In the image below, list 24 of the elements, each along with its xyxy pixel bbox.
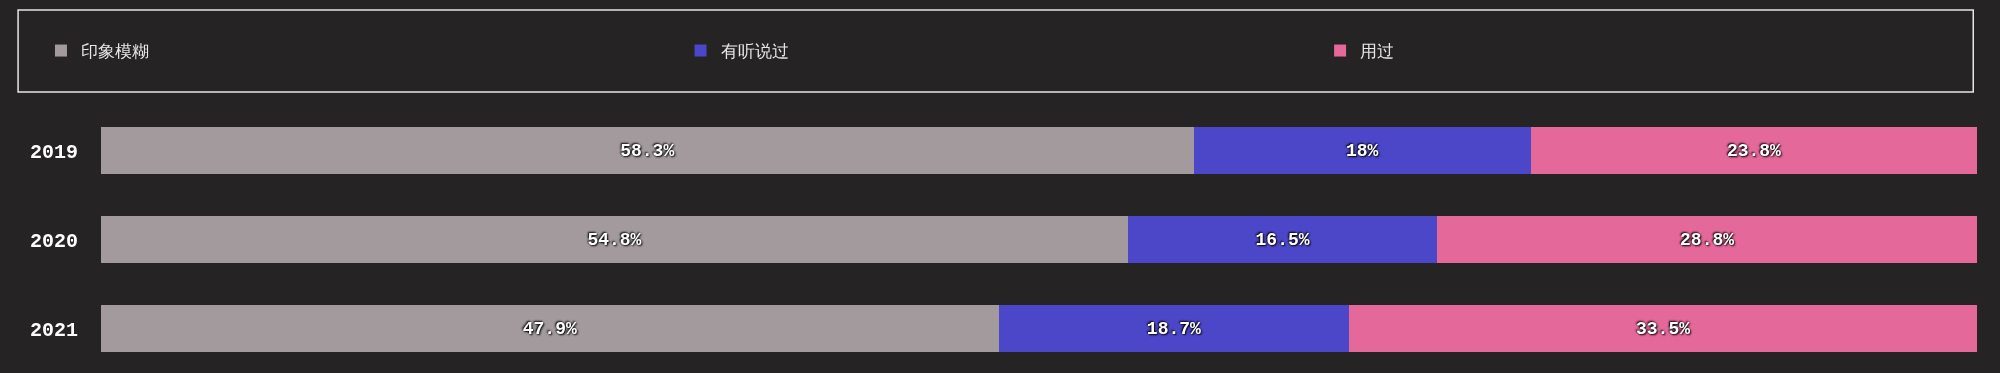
- legend-label: 有听说过: [720, 41, 789, 62]
- y-tick-label: 2020: [29, 229, 78, 253]
- y-tick-label: 2021: [29, 318, 78, 342]
- bar: [101, 215, 1129, 264]
- data-label: 47.9%: [522, 318, 577, 339]
- bar: [1193, 126, 1531, 175]
- legend-label: 印象模糊: [80, 41, 149, 62]
- legend-label: 用过: [1360, 41, 1395, 62]
- bar: [1437, 215, 1977, 264]
- bar: [101, 304, 999, 353]
- data-label: 58.3%: [620, 140, 675, 161]
- data-label: 33.5%: [1635, 318, 1691, 339]
- data-label: 18%: [1345, 140, 1379, 161]
- data-label: 18.7%: [1146, 318, 1202, 339]
- data-label: 28.8%: [1680, 229, 1735, 250]
- bar: [1128, 215, 1438, 264]
- y-tick-label: 2019: [29, 140, 78, 164]
- bar: [998, 304, 1350, 353]
- data-label: 23.8%: [1726, 140, 1782, 161]
- bar: [101, 126, 1194, 175]
- bar: [1349, 304, 1977, 353]
- data-label: 54.8%: [587, 229, 642, 250]
- data-label: 16.5%: [1255, 229, 1310, 250]
- bar: [1530, 126, 1977, 175]
